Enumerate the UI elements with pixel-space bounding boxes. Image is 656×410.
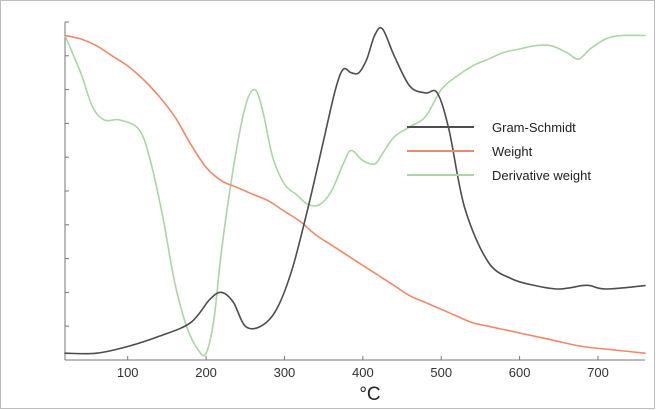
legend-label-weight: Weight <box>492 144 533 159</box>
plot-area <box>64 21 645 361</box>
legend: Gram-Schmidt Weight Derivative weight <box>407 120 591 183</box>
x-tick-label: 200 <box>195 365 217 380</box>
series-line-gram-schmidt <box>64 26 646 355</box>
x-tick-label: 300 <box>274 365 296 380</box>
legend-label-gram-schmidt: Gram-Schmidt <box>492 120 576 135</box>
series-line-derivative-weight <box>64 34 646 357</box>
x-tick-label: 700 <box>587 365 609 380</box>
series-lines <box>64 26 646 357</box>
legend-label-derivative-weight: Derivative weight <box>492 168 591 183</box>
x-tick-label: 600 <box>509 365 531 380</box>
x-tick-label: 500 <box>430 365 452 380</box>
x-tick-label: 100 <box>117 365 139 380</box>
x-tick-labels: 100 200 300 400 500 600 700 <box>117 365 609 380</box>
x-axis-title: °C <box>359 384 380 405</box>
x-tick-label: 400 <box>352 365 374 380</box>
series-line-weight <box>64 34 646 354</box>
